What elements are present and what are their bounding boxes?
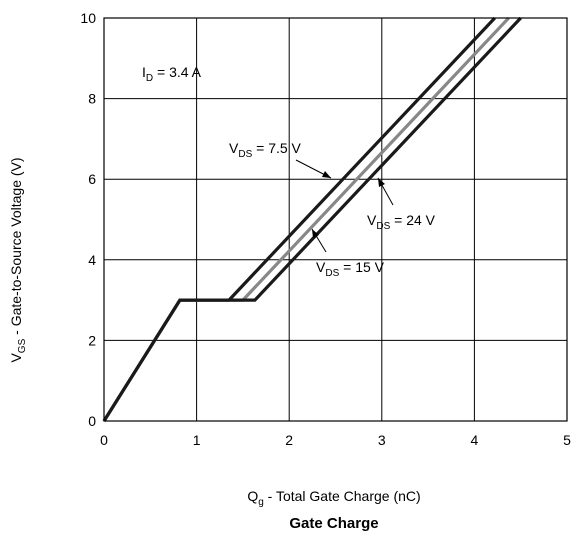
- x-tick-label: 0: [100, 432, 108, 448]
- arrowhead-15v: [312, 229, 319, 238]
- condition-label: ID = 3.4 A: [142, 64, 202, 84]
- arrowhead-7-5v: [322, 171, 331, 178]
- y-tick-label: 8: [88, 91, 96, 107]
- y-tick-label: 10: [80, 10, 96, 26]
- x-tick-label: 5: [563, 432, 571, 448]
- series-line-2: [102, 16, 522, 422]
- x-tick-label: 1: [193, 432, 201, 448]
- y-tick-label: 4: [88, 252, 96, 268]
- svg-text:VDS = 24 V: VDS = 24 V: [367, 212, 436, 232]
- x-tick-label: 2: [285, 432, 293, 448]
- series-label-15v: VDS = 15 V: [311, 228, 385, 279]
- grid-lines: [104, 18, 567, 421]
- y-tick-label: 0: [88, 413, 96, 429]
- x-tick-label: 3: [378, 432, 386, 448]
- svg-text:VDS = 7.5 V: VDS = 7.5 V: [229, 140, 302, 160]
- chart-title: Gate Charge: [289, 515, 378, 532]
- series-label-24v: VDS = 24 V: [367, 177, 436, 232]
- series-lines: [102, 16, 522, 422]
- y-tick-label: 6: [88, 171, 96, 187]
- tick-labels: 0 1 2 3 4 5 0 2 4 6 8 10: [80, 10, 571, 448]
- y-axis-title: VGS - Gate-to-Source Voltage (V): [8, 157, 28, 362]
- series-label-7-5v: VDS = 7.5 V: [229, 140, 332, 179]
- svg-text:VDS = 15 V: VDS = 15 V: [316, 259, 385, 279]
- arrowhead-24v: [378, 178, 385, 187]
- x-tick-label: 4: [471, 432, 479, 448]
- plot-frame: [103, 17, 568, 422]
- x-axis-title: Qg - Total Gate Charge (nC): [247, 488, 420, 508]
- y-tick-label: 2: [88, 332, 96, 348]
